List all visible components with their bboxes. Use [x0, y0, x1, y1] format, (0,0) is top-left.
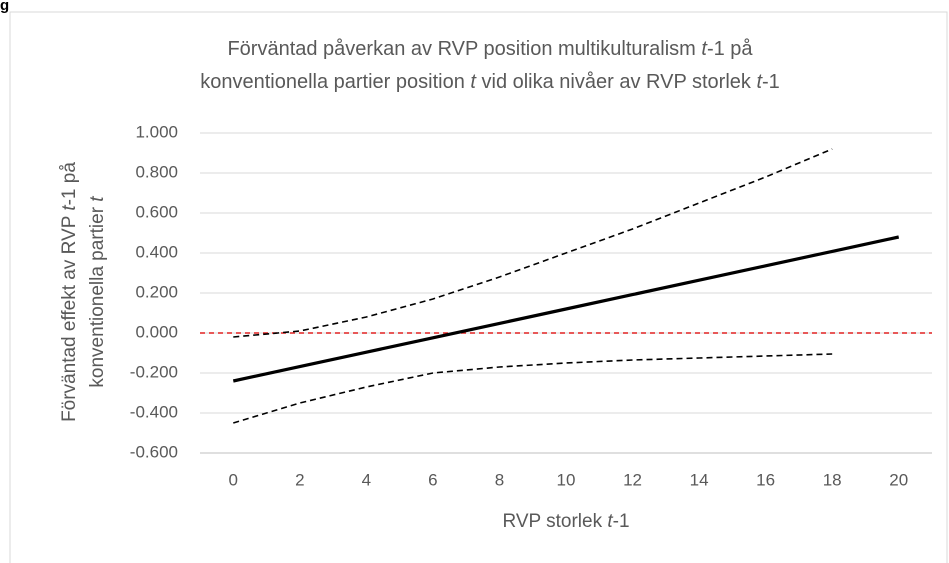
- y-axis-title-run: Förväntad effekt av RVP: [59, 211, 80, 422]
- y-tick-label: 0.600: [135, 202, 178, 221]
- chart-title: Förväntad påverkan av RVP position multi…: [227, 38, 753, 60]
- y-tick-label: -0.200: [130, 362, 178, 381]
- x-tick-label: 0: [229, 470, 238, 489]
- x-tick-label: 16: [756, 470, 775, 489]
- y-tick-label: 0.400: [135, 242, 178, 261]
- x-tick-label: 14: [690, 470, 709, 489]
- y-tick-label: 0.000: [135, 322, 178, 341]
- chart-frame: [9, 11, 948, 563]
- confidence-line: [233, 148, 833, 338]
- x-tick-label: 20: [889, 470, 908, 489]
- x-tick-label: 4: [362, 470, 371, 489]
- x-axis-title: RVP storlek t-1: [502, 511, 629, 532]
- chart-title-run: t: [756, 71, 763, 93]
- y-axis-title: konventionella partier t: [87, 196, 108, 388]
- x-tick-label: 18: [823, 470, 842, 489]
- chart-title-run: -1 på: [707, 38, 753, 60]
- x-axis-title-run: RVP storlek: [502, 511, 607, 532]
- confidence-line: [233, 353, 833, 424]
- chart-title-run: t: [470, 71, 477, 93]
- y-tick-label: 0.800: [135, 162, 178, 181]
- y-axis-title-run: konventionella partier: [87, 202, 108, 388]
- y-axis-title: Förväntad effekt av RVP t-1 på: [59, 162, 80, 422]
- y-axis-title-run: t: [59, 205, 80, 211]
- x-tick-label: 6: [428, 470, 437, 489]
- x-tick-label: 2: [295, 470, 304, 489]
- y-tick-label: 1.000: [135, 122, 178, 141]
- y-axis-title-run: t: [87, 196, 108, 202]
- x-tick-label: 10: [557, 470, 576, 489]
- chart-title: konventionella partier position t vid ol…: [200, 71, 780, 93]
- chart-title-run: Förväntad påverkan av RVP position multi…: [227, 38, 701, 60]
- y-tick-label: -0.600: [130, 442, 178, 461]
- y-tick-label: 0.200: [135, 282, 178, 301]
- chart-title-run: t: [701, 38, 708, 60]
- x-tick-label: 8: [495, 470, 504, 489]
- x-axis-title-run: -1: [613, 511, 630, 532]
- chart-title-run: -1: [762, 71, 780, 93]
- y-axis-title-run: -1 på: [59, 162, 80, 206]
- x-axis-title-run: t: [607, 511, 613, 532]
- y-tick-label: -0.400: [130, 402, 178, 421]
- chart-title-run: vid olika nivåer av RVP storlek: [476, 71, 757, 93]
- corner-text: g: [0, 0, 9, 14]
- x-tick-label: 12: [623, 470, 642, 489]
- chart-title-run: konventionella partier position: [200, 71, 470, 93]
- effect-line: [232, 235, 900, 383]
